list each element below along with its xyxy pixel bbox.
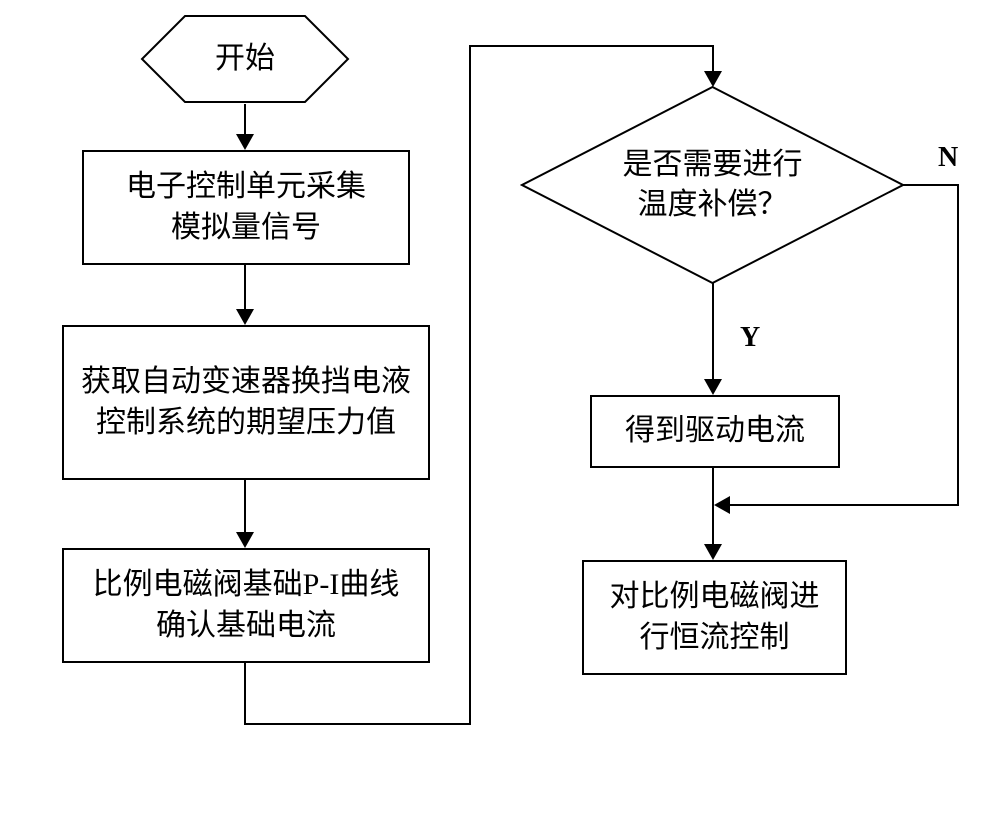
edge-start-collect [244,104,246,134]
obtain-label: 获取自动变速器换挡电液控制系统的期望压力值 [81,362,411,443]
edge-picurve-tempq-v1 [244,663,246,723]
picurve-label: 比例电磁阀基础P-I曲线确认基础电流 [93,565,400,646]
flow-obtain-node: 获取自动变速器换挡电液控制系统的期望压力值 [62,325,430,480]
arrowhead-drive-const [704,544,722,560]
arrowhead-collect-obtain [236,309,254,325]
decision-yes-label: Y [740,322,760,354]
edge-tempq-drive [712,283,714,379]
arrowhead-obtain-picurve [236,532,254,548]
arrowhead-start-collect [236,134,254,150]
arrowhead-tempq-drive [704,379,722,395]
decision-no-label: N [938,142,958,174]
edge-collect-obtain [244,265,246,309]
flow-const-node: 对比例电磁阀进行恒流控制 [582,560,847,675]
drive-label: 得到驱动电流 [625,411,805,452]
edge-tempq-no-h1 [903,184,959,186]
flow-drive-node: 得到驱动电流 [590,395,840,468]
flow-start-terminator: 开始 [140,14,350,104]
const-label: 对比例电磁阀进行恒流控制 [610,577,820,658]
start-label: 开始 [215,39,275,80]
edge-picurve-tempq-h [244,723,471,725]
flow-tempq-decision: 是否需要进行温度补偿？ [520,85,905,285]
flow-collect-node: 电子控制单元采集模拟量信号 [82,150,410,265]
arrowhead-tempq-no [714,496,730,514]
edge-tempq-no-v [957,184,959,506]
edge-obtain-picurve [244,480,246,532]
flow-picurve-node: 比例电磁阀基础P-I曲线确认基础电流 [62,548,430,663]
edge-picurve-tempq-v3 [712,45,714,71]
edge-picurve-tempq-h2 [469,45,713,47]
edge-tempq-no-h2 [730,504,959,506]
tempq-label: 是否需要进行温度补偿？ [623,145,803,226]
collect-label: 电子控制单元采集模拟量信号 [126,167,366,248]
edge-picurve-tempq-v2 [469,45,471,725]
